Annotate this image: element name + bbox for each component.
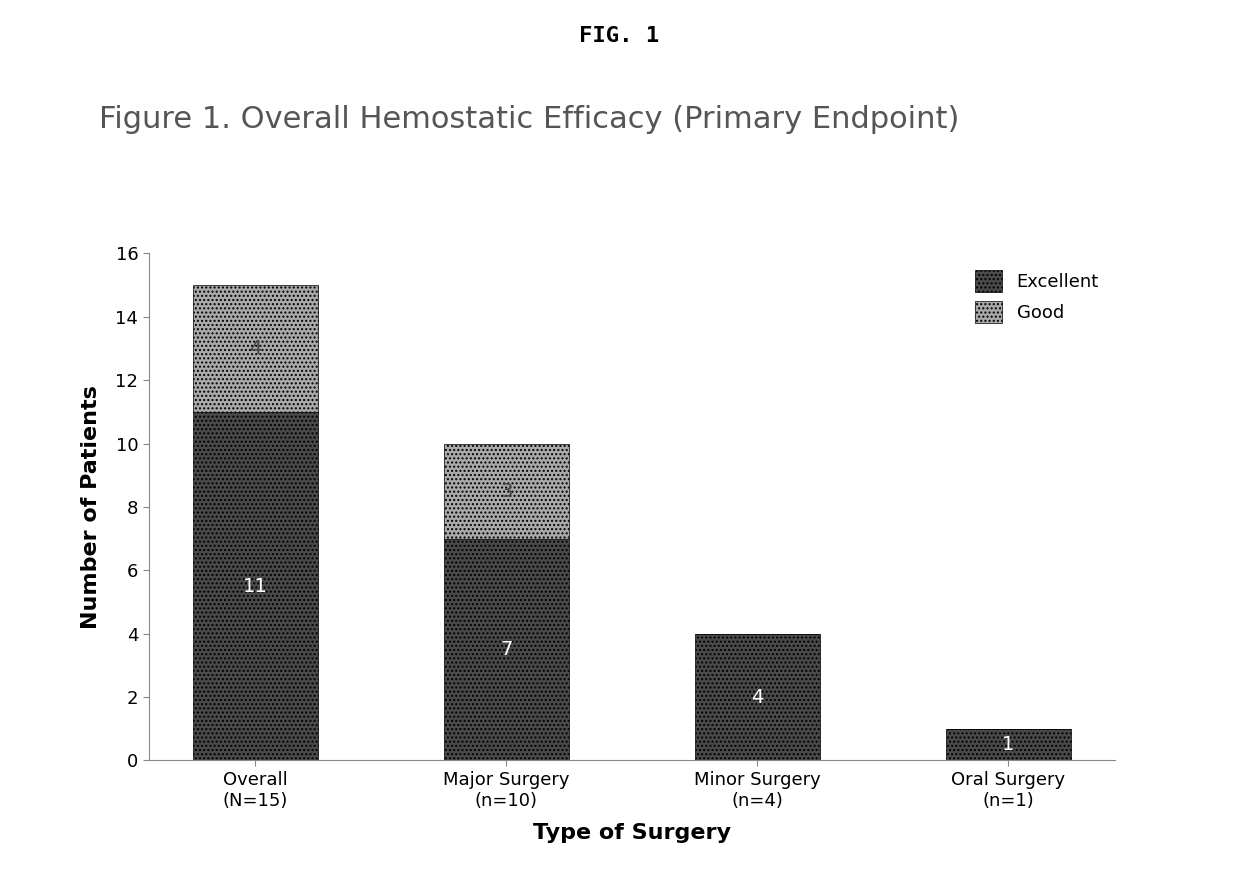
Text: Figure 1. Overall Hemostatic Efficacy (Primary Endpoint): Figure 1. Overall Hemostatic Efficacy (P… [99,105,959,134]
Bar [192,412,318,760]
Text: 3: 3 [501,482,513,501]
Text: FIG. 1: FIG. 1 [580,26,659,46]
Y-axis label: Number of Patients: Number of Patients [82,385,102,629]
Text: 11: 11 [243,577,268,595]
Bar [192,285,318,412]
Text: 4: 4 [751,688,763,706]
Legend: Excellent, Good: Excellent, Good [968,262,1106,330]
Bar [444,538,569,760]
X-axis label: Type of Surgery: Type of Surgery [533,823,731,843]
Bar [945,729,1072,760]
Bar [444,444,569,538]
Text: 7: 7 [501,640,513,659]
Text: 1: 1 [1002,735,1015,754]
Text: 4: 4 [249,339,261,358]
Bar [695,634,820,760]
